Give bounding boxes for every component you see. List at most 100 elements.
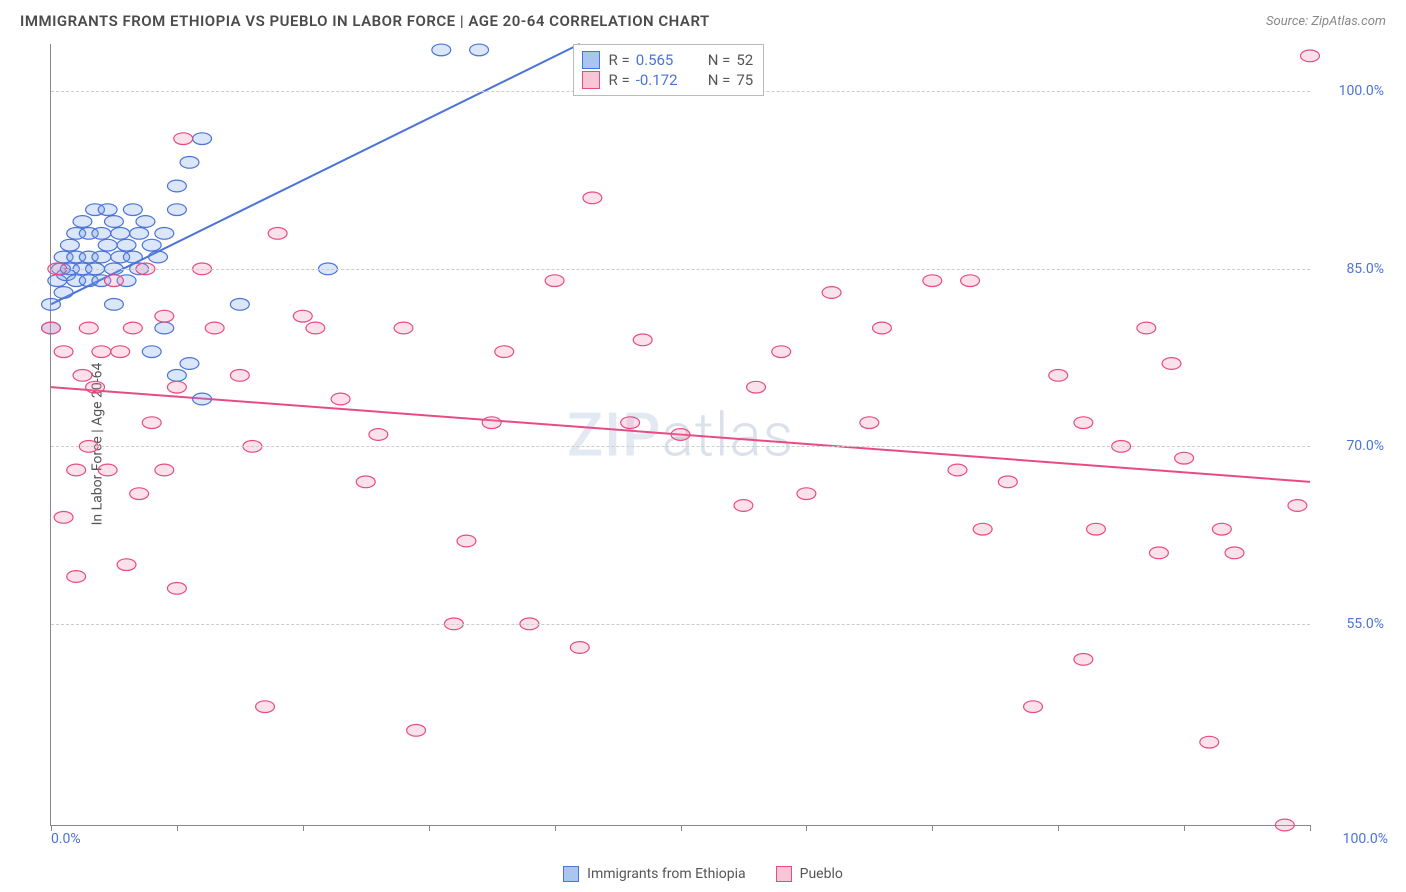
data-point [633, 334, 652, 346]
data-point [111, 346, 130, 358]
data-point [1074, 653, 1093, 665]
data-point [117, 239, 136, 251]
plot-svg [51, 44, 1310, 825]
data-point [797, 488, 816, 500]
data-point [142, 239, 161, 251]
data-point [130, 227, 149, 239]
data-point [180, 156, 199, 168]
data-point [1024, 701, 1043, 713]
data-point [293, 310, 312, 322]
chart-header: IMMIGRANTS FROM ETHIOPIA VS PUEBLO IN LA… [0, 0, 1406, 38]
x-tick [555, 825, 556, 831]
x-tick [1184, 825, 1185, 831]
data-point [142, 417, 161, 429]
data-point [998, 476, 1017, 488]
data-point [193, 393, 212, 405]
legend-r-label: R = [608, 51, 629, 69]
data-point [155, 227, 174, 239]
data-point [923, 275, 942, 287]
x-tick-label: 100.0% [1316, 831, 1388, 847]
data-point [73, 216, 92, 228]
data-point [105, 275, 124, 287]
y-tick-label: 70.0% [1316, 438, 1384, 454]
data-point [79, 322, 98, 334]
data-point [407, 724, 426, 736]
legend-row: R =-0.172N =75 [582, 71, 753, 89]
chart-source: Source: ZipAtlas.com [1266, 14, 1386, 29]
data-point [482, 417, 501, 429]
data-point [130, 488, 149, 500]
x-tick [806, 825, 807, 831]
data-point [570, 642, 589, 654]
legend-n-value: 52 [736, 51, 753, 69]
data-point [545, 275, 564, 287]
data-point [123, 251, 142, 263]
data-point [495, 346, 514, 358]
data-point [1149, 547, 1168, 559]
legend-item: Pueblo [776, 866, 843, 882]
data-point [331, 393, 350, 405]
data-point [734, 500, 753, 512]
data-point [230, 298, 249, 310]
data-point [123, 204, 142, 216]
data-point [432, 44, 451, 56]
plot-area: ZIPatlas 100.0%85.0%70.0%55.0%0.0%100.0%… [50, 44, 1310, 826]
data-point [961, 275, 980, 287]
data-point [117, 559, 136, 571]
chart-area: In Labor Force | Age 20-64 ZIPatlas 100.… [50, 44, 1390, 844]
data-point [772, 346, 791, 358]
data-point [1137, 322, 1156, 334]
data-point [42, 322, 61, 334]
legend-item: Immigrants from Ethiopia [563, 866, 745, 882]
data-point [205, 322, 224, 334]
y-tick-label: 55.0% [1316, 616, 1384, 632]
data-point [167, 369, 186, 381]
data-point [149, 251, 168, 263]
legend-r-value: -0.172 [636, 71, 692, 89]
data-point [42, 298, 61, 310]
x-tick [303, 825, 304, 831]
chart-title: IMMIGRANTS FROM ETHIOPIA VS PUEBLO IN LA… [20, 12, 710, 30]
data-point [621, 417, 640, 429]
data-point [167, 204, 186, 216]
data-point [583, 192, 602, 204]
data-point [98, 204, 117, 216]
data-point [306, 322, 325, 334]
data-point [155, 464, 174, 476]
data-point [457, 535, 476, 547]
data-point [1074, 417, 1093, 429]
data-point [394, 322, 413, 334]
legend-label: Immigrants from Ethiopia [587, 866, 745, 882]
data-point [167, 381, 186, 393]
bottom-legend: Immigrants from Ethiopia Pueblo [0, 866, 1406, 882]
data-point [92, 227, 111, 239]
data-point [136, 216, 155, 228]
data-point [369, 429, 388, 441]
data-point [973, 523, 992, 535]
data-point [167, 180, 186, 192]
legend-label: Pueblo [800, 866, 843, 882]
data-point [1162, 358, 1181, 370]
data-point [256, 701, 275, 713]
gridline [51, 446, 1310, 447]
legend-n-label: N = [708, 71, 731, 89]
data-point [268, 227, 287, 239]
x-tick-label: 0.0% [51, 831, 81, 847]
data-point [105, 298, 124, 310]
data-point [98, 464, 117, 476]
y-tick-label: 100.0% [1316, 83, 1384, 99]
data-point [67, 464, 86, 476]
data-point [98, 239, 117, 251]
data-point [155, 322, 174, 334]
data-point [1301, 50, 1320, 62]
data-point [167, 582, 186, 594]
legend-n-value: 75 [736, 71, 753, 89]
legend-row: R =0.565N =52 [582, 51, 753, 69]
data-point [174, 133, 193, 145]
data-point [1087, 523, 1106, 535]
data-point [92, 251, 111, 263]
data-point [470, 44, 489, 56]
data-point [92, 346, 111, 358]
data-point [1175, 452, 1194, 464]
legend-r-value: 0.565 [636, 51, 692, 69]
